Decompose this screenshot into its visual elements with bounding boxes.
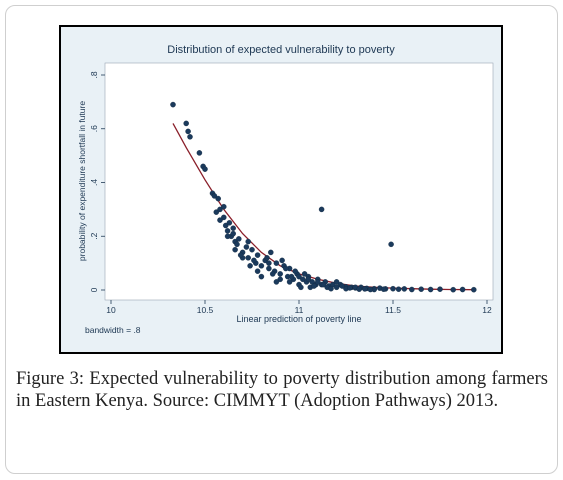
- chart-title: Distribution of expected vulnerability t…: [167, 44, 395, 56]
- data-point: [254, 268, 261, 274]
- data-point: [273, 279, 280, 285]
- chart-figure: Distribution of expected vulnerability t…: [59, 25, 503, 354]
- data-point: [409, 286, 415, 293]
- data-point: [258, 273, 265, 280]
- data-point: [298, 284, 304, 291]
- data-point: [196, 150, 203, 156]
- y-tick-label: .8: [89, 71, 99, 78]
- data-point: [217, 206, 223, 213]
- data-point: [471, 286, 477, 293]
- y-tick-label: .6: [89, 125, 99, 132]
- data-point: [279, 257, 285, 264]
- data-point: [245, 255, 251, 261]
- y-tick-label: 0: [89, 287, 99, 292]
- data-point: [222, 222, 229, 229]
- data-point: [236, 236, 242, 242]
- data-point: [437, 286, 443, 292]
- data-point: [277, 271, 283, 277]
- data-point: [283, 265, 289, 272]
- data-point: [266, 260, 272, 266]
- data-point: [268, 249, 274, 256]
- data-point: [296, 273, 302, 280]
- data-point: [258, 263, 265, 269]
- data-point: [215, 195, 221, 202]
- y-axis-label: probability of expenditure shortfall in …: [77, 101, 87, 261]
- data-point: [183, 120, 189, 127]
- data-point: [243, 244, 250, 250]
- data-point: [315, 279, 321, 285]
- axes: 10 10.5 11 11.5 12 0 .2 .4 .6 .8: [89, 71, 492, 315]
- data-point: [224, 228, 231, 234]
- data-point: [277, 276, 283, 283]
- data-point: [311, 283, 317, 289]
- x-tick-label: 10: [106, 305, 116, 315]
- data-point: [170, 101, 176, 108]
- data-point: [213, 209, 220, 215]
- data-point: [328, 285, 334, 292]
- y-tick-label: .4: [89, 179, 99, 186]
- data-point: [247, 263, 253, 269]
- data-point: [305, 276, 312, 283]
- data-point: [292, 268, 298, 274]
- data-points: [170, 101, 477, 293]
- data-point: [251, 257, 257, 264]
- data-point: [245, 238, 251, 245]
- data-point: [211, 193, 218, 199]
- data-point: [388, 241, 394, 248]
- data-point: [450, 286, 456, 293]
- data-point: [230, 230, 236, 237]
- scatter-chart: Distribution of expected vulnerability t…: [61, 27, 501, 352]
- data-point: [226, 220, 233, 226]
- data-point: [254, 252, 261, 258]
- data-point: [390, 285, 396, 292]
- data-point: [427, 286, 434, 293]
- data-point: [249, 246, 255, 253]
- x-tick-label: 10.5: [197, 305, 214, 315]
- data-point: [273, 260, 280, 266]
- data-point: [401, 286, 408, 292]
- data-point: [288, 273, 295, 280]
- data-point: [264, 255, 270, 261]
- data-point: [237, 252, 244, 258]
- data-point: [333, 284, 340, 291]
- data-point: [269, 271, 276, 277]
- data-point: [318, 206, 325, 213]
- data-point: [221, 214, 227, 221]
- data-point: [217, 217, 223, 223]
- x-axis-label: Linear prediction of poverty line: [236, 314, 361, 324]
- data-point: [380, 286, 387, 292]
- data-point: [347, 285, 353, 291]
- data-point: [333, 279, 340, 285]
- x-tick-label: 11.5: [385, 305, 401, 315]
- data-point: [202, 166, 208, 172]
- data-point: [221, 203, 227, 210]
- data-point: [185, 128, 191, 135]
- data-point: [320, 281, 327, 288]
- bandwidth-note: bandwidth = .8: [85, 325, 141, 335]
- data-point: [286, 279, 293, 285]
- plot-area: [104, 62, 494, 301]
- data-point: [234, 241, 240, 248]
- data-point: [266, 265, 272, 272]
- data-point: [356, 286, 362, 292]
- data-point: [230, 225, 236, 231]
- data-point: [187, 134, 193, 140]
- data-point: [418, 286, 424, 292]
- figure-caption: Figure 3: Expected vulnerability to pove…: [16, 368, 548, 412]
- x-tick-label: 11: [295, 305, 304, 315]
- data-point: [232, 246, 238, 253]
- data-point: [459, 286, 466, 293]
- data-point: [301, 271, 308, 277]
- caption-label: Figure 3:: [16, 369, 85, 389]
- y-tick-label: .2: [89, 232, 99, 239]
- data-point: [339, 283, 345, 289]
- data-point: [367, 286, 374, 293]
- data-point: [395, 286, 402, 292]
- data-point: [224, 233, 231, 240]
- data-point: [362, 286, 368, 292]
- x-tick-label: 12: [482, 305, 492, 315]
- caption-text: Expected vulnerability to poverty distri…: [16, 369, 548, 411]
